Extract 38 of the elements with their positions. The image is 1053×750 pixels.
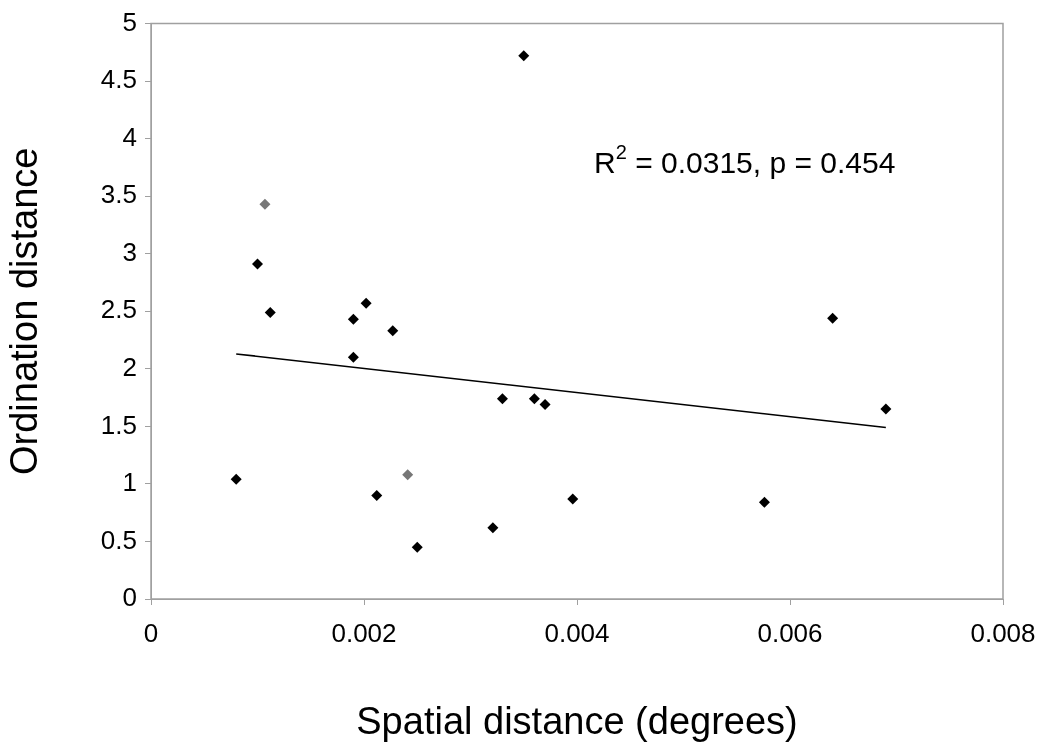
point	[230, 473, 242, 485]
x-tick-label: 0.008	[970, 617, 1036, 648]
y-tick-label: 5	[122, 6, 137, 37]
point	[539, 399, 551, 411]
point	[496, 393, 508, 405]
y-tick-label: 0.5	[100, 524, 137, 555]
point	[347, 313, 359, 325]
point	[827, 312, 839, 324]
point	[528, 393, 540, 405]
y-tick-label: 4	[122, 121, 137, 152]
y-tick-label: 1	[122, 467, 137, 498]
point	[259, 198, 271, 210]
point	[371, 489, 383, 501]
x-tick-label: 0	[143, 617, 159, 648]
x-axis-title: Spatial distance (degrees)	[356, 699, 798, 742]
point	[518, 50, 530, 62]
y-axis-title: Ordination distance	[3, 147, 46, 476]
point	[487, 522, 499, 534]
y-tick-label: 2.5	[100, 294, 137, 325]
x-tick-label: 0.004	[544, 617, 610, 648]
point	[252, 258, 263, 270]
point	[387, 325, 399, 337]
point	[402, 469, 414, 481]
y-tick-label: 0	[122, 582, 137, 613]
y-tick-label: 3	[122, 236, 137, 267]
point	[360, 297, 372, 309]
point	[880, 403, 892, 415]
point	[411, 541, 423, 553]
y-tick-label: 4.5	[100, 64, 137, 95]
y-tick-label: 1.5	[100, 409, 137, 440]
point	[567, 493, 579, 505]
point	[347, 351, 359, 363]
x-tick-label: 0.006	[757, 617, 823, 648]
point	[758, 496, 770, 508]
point	[264, 306, 276, 318]
y-tick-label: 2	[122, 352, 137, 383]
y-tick-label: 3.5	[100, 179, 137, 210]
x-tick-label: 0.002	[331, 617, 397, 648]
